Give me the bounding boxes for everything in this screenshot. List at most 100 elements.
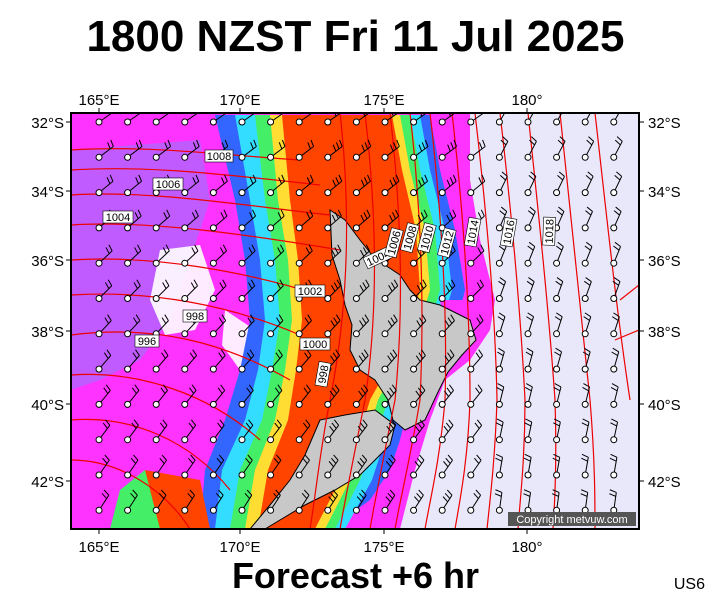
wind-station [209,454,225,479]
wind-station [181,489,196,514]
wind-station [152,209,171,232]
wind-station [467,419,483,444]
wind-station [238,454,253,479]
wind-station [124,454,139,479]
svg-text:1004: 1004 [106,212,130,224]
wind-station [610,171,623,197]
wind-station [581,453,589,479]
lat-label: 36°S [31,253,64,270]
lon-label: 180° [511,92,542,109]
wind-station [295,244,313,267]
isobar-label: 1018 [542,216,557,246]
wind-station [181,174,200,197]
wind-station [352,349,369,373]
wind-station [381,174,400,197]
wind-station [467,384,483,408]
wind-station [438,419,454,444]
wind-station [95,384,111,408]
wind-station [324,279,341,302]
wind-station [495,383,505,408]
wind-station [467,139,486,161]
wind-station [267,209,285,232]
wind-station [495,136,509,161]
wind-station [95,279,113,302]
isobar-label: 1016 [499,216,518,248]
wind-station [152,244,170,267]
wind-station [267,244,285,267]
wind-station [295,314,312,338]
svg-text:996: 996 [138,336,156,348]
wind-station [495,171,508,197]
wind-station [152,349,169,373]
wind-station [238,139,257,161]
wind-station [352,384,369,408]
wind-station [524,312,535,338]
wind-station [410,349,426,373]
wind-station [95,419,111,444]
wind-station [610,312,620,338]
wind-station [95,174,114,197]
wind-station [524,136,537,161]
wind-station [95,314,112,338]
wind-station [95,489,110,514]
wind-station [553,136,566,161]
wind-station [438,139,458,161]
wind-station [381,419,397,444]
wind-station [324,454,339,479]
latitude-labels-right: 32°S 34°S 36°S 38°S 40°S 42°S [648,115,681,491]
wind-station [553,418,561,444]
wind-station [553,113,563,126]
lat-label: 38°S [648,324,681,341]
wind-station [324,139,343,161]
wind-station [324,419,340,444]
wind-station [352,244,371,267]
longitude-labels-bottom: 165°E 170°E 175°E 180° [78,539,542,556]
wind-station [209,314,227,338]
isobar-label: 996 [134,334,160,348]
wind-station [238,314,255,338]
wind-station [610,418,619,444]
copyright-box: Copyright metvuw.com [508,512,636,526]
wind-station [524,383,533,408]
wind-station [524,171,537,197]
lat-label: 34°S [648,184,681,201]
wind-station [524,206,536,232]
wind-station [410,419,425,444]
wind-station [152,419,168,444]
lat-label: 38°S [31,324,64,341]
wind-station [124,139,143,161]
isobar-label: 1014 [463,216,482,248]
wind-station [552,453,561,479]
lon-label: 165°E [78,539,119,556]
isobars [71,113,639,529]
wind-station [267,419,282,444]
wind-station [295,384,311,408]
wind-station [438,314,455,338]
wind-station [610,383,619,408]
isobar-label: 998 [314,361,331,388]
lat-label: 34°S [31,184,64,201]
wind-station [238,244,256,267]
isobar-labels: 1008 1006 1004 1002 998 996 [102,149,557,388]
map-title: 1800 NZST Fri 11 Jul 2025 [86,12,625,61]
wind-station [181,209,199,232]
wind-station [438,384,454,408]
wind-station [581,347,591,373]
wind-station [381,489,396,514]
wind-station [238,209,257,232]
wind-station [494,489,503,514]
wind-station [209,174,228,197]
wind-station [124,279,141,302]
svg-text:1018: 1018 [544,219,557,244]
wind-station [124,349,140,373]
lat-label: 42°S [31,474,64,491]
wind-station [410,139,429,161]
wind-station [609,489,618,514]
wind-station [267,174,286,197]
wind-station [523,489,532,514]
wind-station [524,113,534,126]
wind-station [124,244,142,267]
wind-station [181,349,198,373]
lon-label: 170°E [219,92,260,109]
